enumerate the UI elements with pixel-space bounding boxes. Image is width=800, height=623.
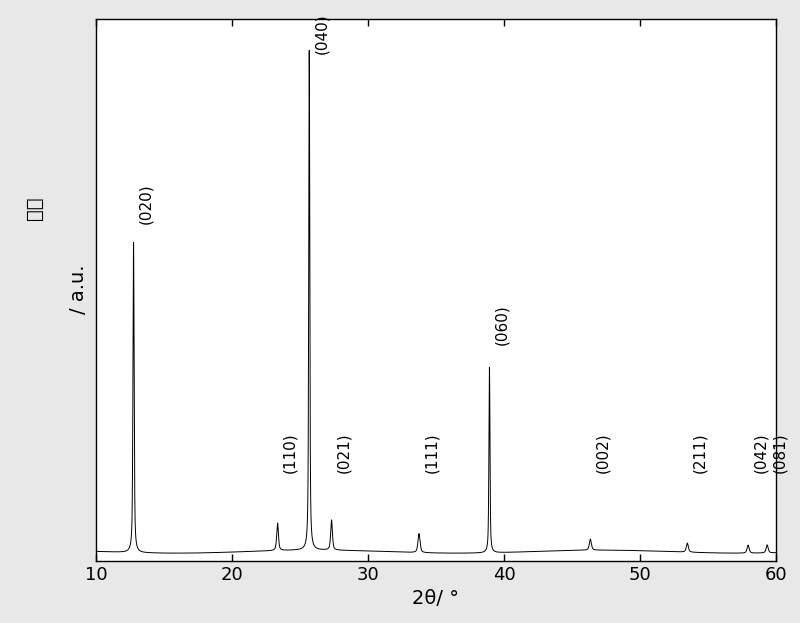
Text: (081): (081) (772, 432, 787, 473)
Text: (060): (060) (494, 304, 510, 345)
Text: (040): (040) (314, 13, 329, 54)
Y-axis label: / a.u.: / a.u. (69, 265, 88, 315)
Text: (111): (111) (424, 432, 438, 473)
Text: (211): (211) (692, 432, 707, 473)
Text: 强度: 强度 (26, 197, 44, 220)
Text: (021): (021) (336, 432, 351, 473)
Text: (110): (110) (282, 432, 298, 473)
X-axis label: 2θ/ °: 2θ/ ° (413, 589, 459, 608)
Text: (042): (042) (753, 432, 768, 473)
Text: (002): (002) (595, 432, 610, 473)
Text: (020): (020) (138, 184, 154, 224)
